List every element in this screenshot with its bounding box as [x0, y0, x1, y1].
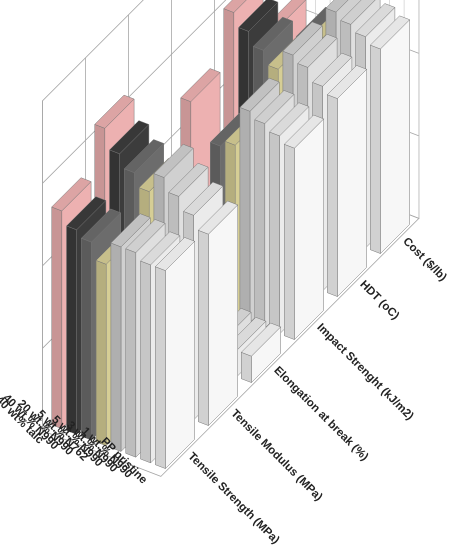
bar-face-top: [183, 181, 224, 216]
bar-face-top: [94, 94, 135, 129]
property-label: HDT (oC): [357, 278, 401, 322]
bar-face-top: [80, 208, 122, 243]
bar-face-front: [294, 118, 324, 341]
bar-face-top: [369, 15, 411, 50]
bar-face-top: [238, 0, 279, 32]
bar-face-top: [66, 196, 107, 231]
property-label: Tensile Strength (MPa): [185, 450, 281, 546]
bar-face-top: [240, 322, 282, 357]
bar-face-side: [241, 351, 252, 383]
bar-face-top: [282, 21, 323, 56]
bar-face-top: [297, 33, 338, 68]
bar-face-side: [66, 225, 77, 435]
bar-face-top: [197, 200, 239, 235]
bar-0-0: [154, 237, 196, 470]
bar-face-top: [239, 77, 280, 112]
bar-face-top: [123, 139, 165, 173]
bar-face-top: [109, 120, 150, 155]
bar-face-top: [223, 0, 247, 13]
bar-face-front: [337, 68, 367, 298]
bar-face-front: [208, 204, 238, 427]
bar-face-top: [340, 0, 376, 25]
bar-face-side: [239, 107, 251, 323]
bar-face-side: [81, 237, 92, 441]
bar-face-side: [140, 260, 151, 464]
bar-face-top: [153, 144, 194, 178]
bar-face-side: [269, 131, 280, 335]
bar-5-0: [369, 15, 411, 255]
bar-face-top: [154, 237, 196, 271]
bar-face-top: [180, 68, 221, 102]
property-label: Tensile Modulus (MPa): [228, 407, 324, 503]
bar-face-top: [110, 213, 151, 248]
bar-face-side: [327, 94, 338, 297]
bars: [51, 0, 411, 470]
bar-1-0: [197, 200, 239, 427]
bar-2-0: [240, 322, 282, 384]
bar-face-side: [125, 248, 137, 458]
bar-face-side: [198, 229, 209, 426]
bar-face-side: [51, 206, 63, 430]
bar-face-top: [283, 114, 325, 149]
bar-face-top: [252, 16, 294, 51]
bar-face-top: [254, 90, 295, 124]
bar-face-top: [125, 219, 166, 253]
bar-face-side: [95, 260, 107, 447]
bar-4-0: [326, 65, 368, 298]
bar-face-top: [355, 3, 396, 37]
bar-face-top: [168, 162, 209, 197]
bar-face-top: [51, 177, 92, 212]
bar-3-0: [283, 114, 325, 341]
bar-face-top: [326, 65, 368, 99]
bar-face-front: [165, 240, 195, 470]
bar-face-top: [325, 0, 349, 13]
bar-face-side: [370, 44, 381, 254]
property-label: Elongation at break (%): [271, 364, 370, 463]
bar-face-front: [380, 19, 410, 255]
bar-face-top: [312, 52, 353, 87]
bar-face-side: [254, 119, 266, 329]
bar-face-side: [155, 266, 166, 469]
property-label: Impact Strenght (kJ/m2): [314, 321, 415, 422]
bar-face-side: [110, 242, 122, 452]
bar-face-top: [269, 102, 310, 137]
property-label: Cost ($/lb): [400, 235, 448, 283]
bar-face-side: [284, 143, 295, 340]
bar-face-top: [140, 231, 181, 266]
